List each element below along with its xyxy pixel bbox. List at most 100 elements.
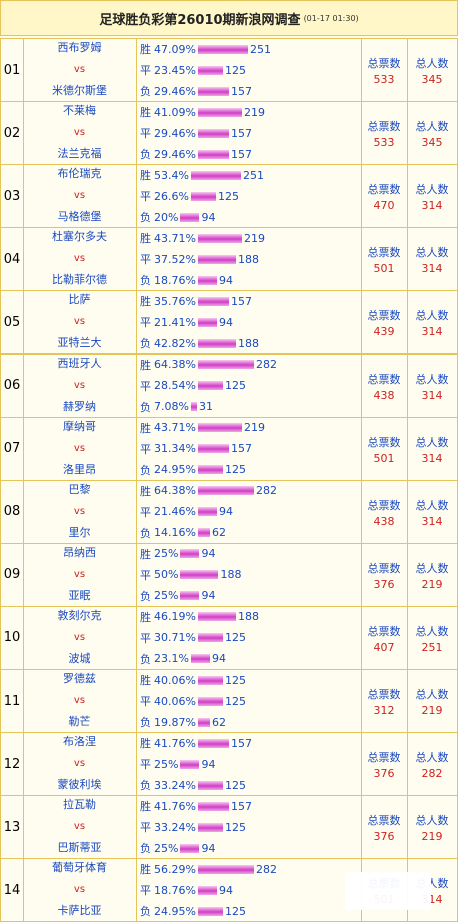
outcome-label: 平 xyxy=(140,316,151,330)
vote-bar xyxy=(197,465,223,475)
away-team-link[interactable]: 勒芒 xyxy=(68,715,91,728)
outcome-label: 负 xyxy=(140,526,151,540)
vote-stat-line: 负 24.95% 125 xyxy=(140,462,246,478)
away-team-link[interactable]: 波城 xyxy=(68,651,91,665)
outcome-percent: 33.24% xyxy=(154,778,196,792)
away-team-link[interactable]: 米德尔斯堡 xyxy=(52,84,107,97)
home-team-link[interactable]: 巴黎 xyxy=(68,482,91,496)
vote-count: 157 xyxy=(230,126,252,140)
away-team-link[interactable]: 亚眠 xyxy=(68,588,91,602)
vote-bar xyxy=(180,549,200,559)
teams-cell: 巴黎 vs 里尔 xyxy=(23,480,137,543)
total-votes-value: 439 xyxy=(373,325,395,339)
total-people-cell: 总人数 282 xyxy=(407,733,457,795)
vote-stat-line: 负 19.87% 62 xyxy=(140,714,226,730)
home-team-link[interactable]: 葡萄牙体育 xyxy=(52,861,107,875)
away-team-link[interactable]: 比勒菲尔德 xyxy=(52,273,107,287)
home-team-link[interactable]: 摩纳哥 xyxy=(63,419,96,433)
total-votes-cell: 总票数 501 xyxy=(361,417,408,480)
outcome-label: 负 xyxy=(140,905,151,919)
home-team-link[interactable]: 拉瓦勒 xyxy=(63,798,96,812)
vote-count: 157 xyxy=(230,294,252,308)
total-votes-cell: 总票数 470 xyxy=(361,165,408,228)
outcome-label: 平 xyxy=(140,758,151,772)
home-team-link[interactable]: 罗德兹 xyxy=(63,672,96,685)
vote-stats-cell: 胜 41.09% 219 平 29.46% 157 负 29.46% 157 xyxy=(136,102,362,165)
total-people-label: 总人数 xyxy=(415,751,449,765)
home-team-link[interactable]: 杜塞尔多夫 xyxy=(52,230,107,244)
outcome-label: 平 xyxy=(140,884,151,898)
vote-count: 94 xyxy=(201,757,216,771)
home-team-link[interactable]: 西布罗姆 xyxy=(57,41,102,54)
outcome-label: 平 xyxy=(140,64,151,77)
outcome-percent: 41.09% xyxy=(154,105,196,119)
vote-stat-line: 平 28.54% 125 xyxy=(140,378,246,394)
teams-cell: 罗德兹 vs 勒芒 xyxy=(23,670,137,732)
home-team-link[interactable]: 布伦瑞克 xyxy=(57,167,102,181)
vote-count: 94 xyxy=(218,315,233,329)
match-number: 13 xyxy=(1,796,24,859)
vote-count: 94 xyxy=(211,652,226,666)
total-people-cell: 总人数 219 xyxy=(407,796,457,858)
vs-label: vs xyxy=(73,821,86,833)
total-votes-label: 总票数 xyxy=(367,246,401,260)
vote-count: 94 xyxy=(201,547,216,561)
total-votes-cell: 总票数 376 xyxy=(361,733,408,796)
total-votes-cell: 总票数 376 xyxy=(361,796,408,859)
outcome-label: 负 xyxy=(140,85,151,98)
table-row: 14 葡萄牙体育 vs 卡萨比亚 胜 56.29% 282 平 18.76% 94 负 24.95% 1… xyxy=(0,858,458,922)
total-votes-label: 总票数 xyxy=(367,688,401,701)
outcome-label: 平 xyxy=(140,253,151,267)
away-team-link[interactable]: 法兰克福 xyxy=(57,147,102,161)
vote-bar xyxy=(197,296,229,306)
vote-stat-line: 平 33.24% 125 xyxy=(140,819,246,835)
total-people-value: 314 xyxy=(421,325,443,339)
vote-count: 219 xyxy=(243,231,265,245)
away-team-link[interactable]: 卡萨比亚 xyxy=(57,904,102,918)
table-row: 11 罗德兹 vs 勒芒 胜 40.06% 125 平 40.06% 125 负 19.87% 62 总票… xyxy=(0,669,458,733)
away-team-link[interactable]: 巴斯蒂亚 xyxy=(57,841,102,855)
vs-label: vs xyxy=(73,505,86,517)
vote-bar xyxy=(197,528,210,538)
survey-time: (01-17 01:30) xyxy=(303,13,359,23)
vote-bar xyxy=(197,44,248,54)
vote-stat-line: 平 25% 94 xyxy=(140,756,215,772)
outcome-percent: 41.76% xyxy=(154,736,196,750)
table-row: 10 敦刻尔克 vs 波城 胜 46.19% 188 平 30.71% 125 负 23.1% 94 总票… xyxy=(0,605,458,670)
outcome-label: 平 xyxy=(140,821,151,835)
outcome-percent: 43.71% xyxy=(154,421,196,435)
total-votes-value: 533 xyxy=(373,73,395,86)
outcome-label: 胜 xyxy=(140,43,151,56)
away-team-link[interactable]: 马格德堡 xyxy=(57,210,102,224)
home-team-link[interactable]: 布洛涅 xyxy=(63,735,96,749)
outcome-percent: 25% xyxy=(154,757,179,771)
home-team-link[interactable]: 西班牙人 xyxy=(57,356,102,370)
away-team-link[interactable]: 赫罗纳 xyxy=(63,399,96,413)
total-votes-label: 总票数 xyxy=(367,57,401,70)
vote-bar xyxy=(197,906,223,916)
outcome-percent: 64.38% xyxy=(154,484,196,498)
total-votes-value: 376 xyxy=(373,767,395,781)
vote-stats-cell: 胜 25% 94 平 50% 188 负 25% 94 xyxy=(136,543,362,606)
away-team-link[interactable]: 洛里昂 xyxy=(63,462,96,476)
vote-stats-cell: 胜 40.06% 125 平 40.06% 125 负 19.87% 62 xyxy=(136,670,362,732)
home-team-link[interactable]: 不莱梅 xyxy=(63,104,96,118)
total-people-value: 314 xyxy=(421,199,443,213)
home-team-link[interactable]: 比萨 xyxy=(68,293,91,307)
vote-count: 94 xyxy=(201,589,216,603)
vote-count: 125 xyxy=(224,379,246,392)
outcome-percent: 30.71% xyxy=(154,631,196,645)
away-team-link[interactable]: 蒙彼利埃 xyxy=(57,778,102,792)
vs-label: vs xyxy=(73,695,86,706)
away-team-link[interactable]: 里尔 xyxy=(68,525,91,539)
vote-stat-line: 胜 43.71% 219 xyxy=(140,420,265,436)
teams-cell: 比萨 vs 亚特兰大 xyxy=(23,291,137,354)
vote-bar xyxy=(180,843,200,853)
outcome-label: 胜 xyxy=(140,547,151,561)
home-team-link[interactable]: 昂纳西 xyxy=(63,545,96,559)
home-team-link[interactable]: 敦刻尔克 xyxy=(57,608,102,622)
outcome-percent: 26.6% xyxy=(154,189,189,203)
vote-count: 125 xyxy=(224,694,246,708)
vote-stat-line: 平 21.41% 94 xyxy=(140,314,233,330)
away-team-link[interactable]: 亚特兰大 xyxy=(57,336,102,350)
